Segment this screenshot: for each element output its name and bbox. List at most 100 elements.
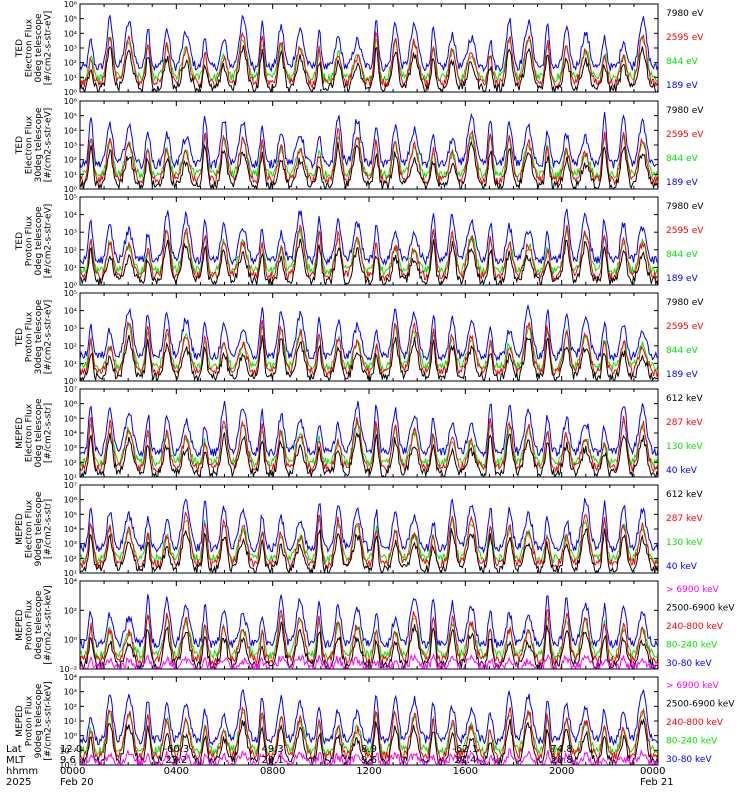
trace-80-240-kev: [80, 614, 658, 661]
trace-30-80-kev: [80, 689, 658, 747]
y-axis-label-line: 30deg telescope: [34, 107, 44, 182]
trace-group: [80, 111, 658, 189]
y-axis-label-line: TED: [15, 328, 25, 347]
y-tick-label: 10⁴: [64, 126, 77, 135]
y-axis-label: MEPEDProton Flux90deg telescope[#/cm2-s-…: [15, 681, 54, 760]
trace-40-kev: [80, 400, 658, 458]
y-axis-label-line: TED: [15, 39, 25, 58]
y-axis-label-line: MEPED: [15, 513, 25, 545]
trace-240-800-kev: [80, 609, 658, 666]
x-row-label: hhmm: [6, 766, 38, 777]
x-tick-value: 0000: [640, 766, 665, 777]
trace-group: [80, 594, 658, 669]
x-tick-value: -60.3: [163, 744, 189, 755]
x-tick-value: 1200: [356, 766, 381, 777]
channel-label: 130 keV: [666, 538, 703, 548]
y-tick-label: 10⁴: [64, 525, 77, 534]
channel-label: 844 eV: [666, 57, 699, 67]
channel-label: 7980 eV: [666, 9, 704, 19]
channel-label: 240-800 keV: [666, 622, 724, 632]
y-tick-label: 10⁴: [64, 29, 77, 38]
channel-label: 2595 eV: [666, 322, 704, 332]
x-tick-value: Feb 21: [640, 777, 674, 788]
y-axis-label: MEPEDProton Flux0deg telescope[#/cm2-s-s…: [15, 585, 54, 664]
y-tick-label: 10⁴: [64, 429, 77, 438]
panel-4: 10⁰ 10¹ 10² 10³ 10⁴ 10⁵ TEDProton Flux30deg te…: [15, 289, 705, 386]
y-axis-label-line: TED: [15, 136, 25, 155]
trace-group: [80, 208, 658, 285]
y-tick-label: 10²: [64, 458, 77, 467]
y-tick-label: 10⁰: [64, 732, 77, 741]
channel-label: 2595 eV: [666, 226, 704, 236]
x-tick-value: 20.1: [262, 755, 284, 766]
channel-label: 2595 eV: [666, 130, 704, 140]
y-axis-label-line: Electron Flux: [24, 499, 34, 558]
y-axis-label-line: 0deg telescope: [34, 13, 44, 83]
panel-2: 10⁰ 10¹ 10² 10³ 10⁴ 10⁵ 10⁶ TEDElectron Flux30d…: [15, 97, 705, 194]
y-axis-label-line: Proton Flux: [24, 215, 34, 266]
trace-group: [80, 303, 658, 381]
y-tick-label: 10³: [64, 324, 77, 333]
y-axis-label-line: TED: [15, 232, 25, 251]
channel-label: 7980 eV: [666, 298, 704, 308]
y-axis-label: TEDProton Flux0deg telescope[#/cm2-s-str…: [15, 204, 54, 279]
x-row-label: Lat: [6, 744, 22, 755]
x-row-label: 2025: [6, 777, 31, 788]
trace-844-ev: [80, 322, 658, 372]
y-tick-label: 10²: [64, 554, 77, 563]
y-axis-label: MEPEDElectron Flux0deg telescope[#/cm2-s…: [15, 398, 54, 468]
y-axis-label-line: Electron Flux: [24, 18, 34, 77]
y-tick-label: 10⁵: [64, 289, 77, 298]
channel-label: 2500-6900 keV: [666, 604, 735, 614]
y-tick-label: 10⁷: [64, 385, 77, 394]
y-axis-label-line: Electron Flux: [24, 403, 34, 462]
panel-6: 10¹ 10² 10³ 10⁴ 10⁵ 10⁶ 10⁷ MEPEDElectron Flux9…: [15, 481, 704, 578]
channel-label: 287 keV: [666, 418, 703, 428]
y-tick-label: 10¹: [64, 263, 77, 272]
y-axis-label-line: MEPED: [15, 417, 25, 449]
y-tick-label: 10⁵: [64, 112, 77, 121]
x-tick-value: 49.3: [262, 744, 284, 755]
y-tick-label: 10²: [64, 606, 77, 615]
trace-group: [80, 14, 658, 92]
x-tick-value: 0000: [60, 766, 85, 777]
y-tick-label: 10⁵: [64, 510, 77, 519]
trace-240-800-kev: [80, 706, 658, 763]
channel-label: 130 keV: [666, 442, 703, 452]
y-tick-label: 10³: [64, 688, 77, 697]
panel-frame: [79, 196, 659, 286]
y-tick-label: 10¹: [64, 73, 77, 82]
x-tick-value: 23.2: [165, 755, 187, 766]
y-tick-label: 10⁰: [64, 88, 77, 97]
y-tick-label: 10³: [64, 44, 77, 53]
y-tick-label: 10¹: [64, 170, 77, 179]
y-axis-label-line: [#/cm2-s-str-keV]: [43, 681, 53, 760]
y-axis-label-line: 30deg telescope: [34, 299, 44, 374]
channel-label: 30-80 keV: [666, 755, 712, 765]
y-tick-label: 10⁰: [64, 636, 77, 645]
x-tick-value: 9.6: [361, 755, 377, 766]
x-tick-value: 0800: [260, 766, 285, 777]
trace-2500-6900-kev: [80, 621, 658, 669]
channel-label: 80-240 keV: [666, 737, 718, 747]
channel-label: 2595 eV: [666, 33, 704, 43]
x-tick-value: 2000: [549, 766, 574, 777]
channel-label: 30-80 keV: [666, 659, 712, 669]
y-tick-label: 10⁷: [64, 481, 77, 490]
y-axis-label-line: [#/cm2-s-str]: [43, 403, 53, 463]
y-tick-label: 10²: [64, 246, 77, 255]
channel-label: 612 keV: [666, 394, 703, 404]
y-tick-label: 10³: [64, 444, 77, 453]
channel-label: > 6900 keV: [666, 585, 720, 595]
y-tick-label: 10⁵: [64, 414, 77, 423]
trace-group: [80, 498, 658, 573]
y-axis-label-line: 0deg telescope: [34, 590, 44, 660]
channel-label: 189 eV: [666, 81, 699, 91]
y-tick-label: 10¹: [64, 473, 77, 482]
y-tick-label: 10²: [64, 156, 77, 165]
y-tick-label: 10³: [64, 141, 77, 150]
channel-label: 80-240 keV: [666, 641, 718, 651]
y-axis-label-line: 90deg telescope: [34, 491, 44, 566]
y-axis-label-line: Electron Flux: [24, 115, 34, 174]
